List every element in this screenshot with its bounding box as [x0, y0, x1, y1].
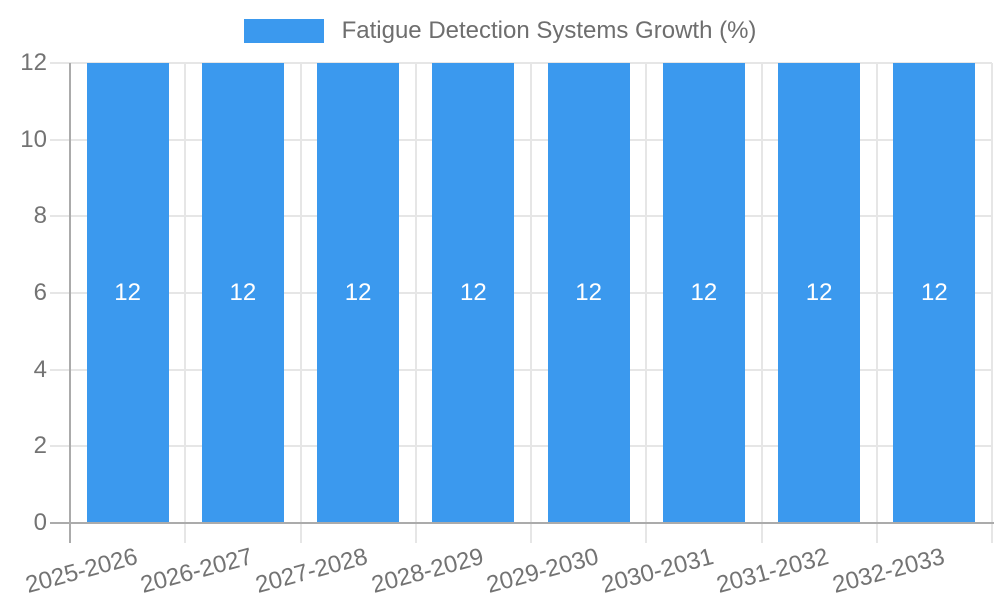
legend-item[interactable]: Fatigue Detection Systems Growth (%)	[243, 17, 757, 45]
bar[interactable]	[778, 63, 861, 523]
y-axis-tick-label: 6	[33, 279, 47, 306]
bar-value-label: 12	[921, 279, 948, 306]
x-axis-tick-label: 2032-2033	[829, 543, 948, 599]
x-axis-tick-label: 2029-2030	[483, 543, 602, 599]
x-axis-tick-label: 2027-2028	[252, 543, 371, 599]
bar-value-label: 12	[114, 279, 141, 306]
legend-swatch	[243, 19, 324, 43]
gridline-vertical	[414, 63, 417, 543]
gridline-vertical	[184, 63, 187, 543]
gridline-horizontal	[50, 292, 992, 294]
bar[interactable]	[86, 63, 169, 523]
bar[interactable]	[432, 63, 515, 523]
x-axis-tick-label: 2026-2027	[137, 543, 256, 599]
bar[interactable]	[201, 63, 284, 523]
gridline-horizontal	[50, 138, 992, 141]
y-axis-line	[69, 63, 71, 543]
bar-value-label: 12	[229, 279, 257, 306]
y-axis-tick-label: 2	[33, 432, 47, 460]
bar[interactable]	[547, 63, 630, 523]
bar-value-label: 12	[690, 279, 718, 306]
gridline-horizontal	[50, 445, 992, 448]
bar[interactable]	[662, 63, 745, 523]
bar-value-label: 12	[460, 279, 487, 306]
bar-value-label: 12	[805, 279, 833, 306]
gridline-vertical	[299, 63, 302, 543]
gridline-vertical	[991, 63, 993, 543]
x-axis-line	[50, 522, 994, 524]
y-axis-tick-label: 8	[33, 202, 47, 230]
gridline-horizontal	[50, 368, 992, 371]
x-axis-tick-label: 2028-2029	[368, 543, 487, 599]
bar-value-label: 12	[575, 279, 602, 306]
chart-legend: Fatigue Detection Systems Growth (%)	[0, 16, 1000, 46]
gridline-vertical	[645, 63, 648, 543]
gridline-horizontal	[50, 215, 992, 218]
x-axis-tick-label: 2030-2031	[598, 543, 717, 599]
gridline-horizontal	[50, 62, 992, 64]
gridline-vertical	[875, 63, 878, 543]
bar[interactable]	[317, 63, 400, 523]
bar[interactable]	[893, 63, 976, 523]
gridline-vertical	[760, 63, 763, 543]
x-axis-tick-label: 2031-2032	[713, 543, 832, 599]
y-axis-tick-label: 12	[20, 49, 47, 76]
x-axis-tick-label: 2025-2026	[22, 543, 141, 599]
y-axis-tick-label: 0	[33, 509, 47, 536]
gridline-vertical	[530, 63, 532, 543]
y-axis-tick-label: 4	[33, 355, 47, 383]
bar-value-label: 12	[344, 279, 372, 306]
y-axis-tick-label: 10	[20, 125, 47, 153]
legend-label: Fatigue Detection Systems Growth (%)	[341, 17, 757, 44]
